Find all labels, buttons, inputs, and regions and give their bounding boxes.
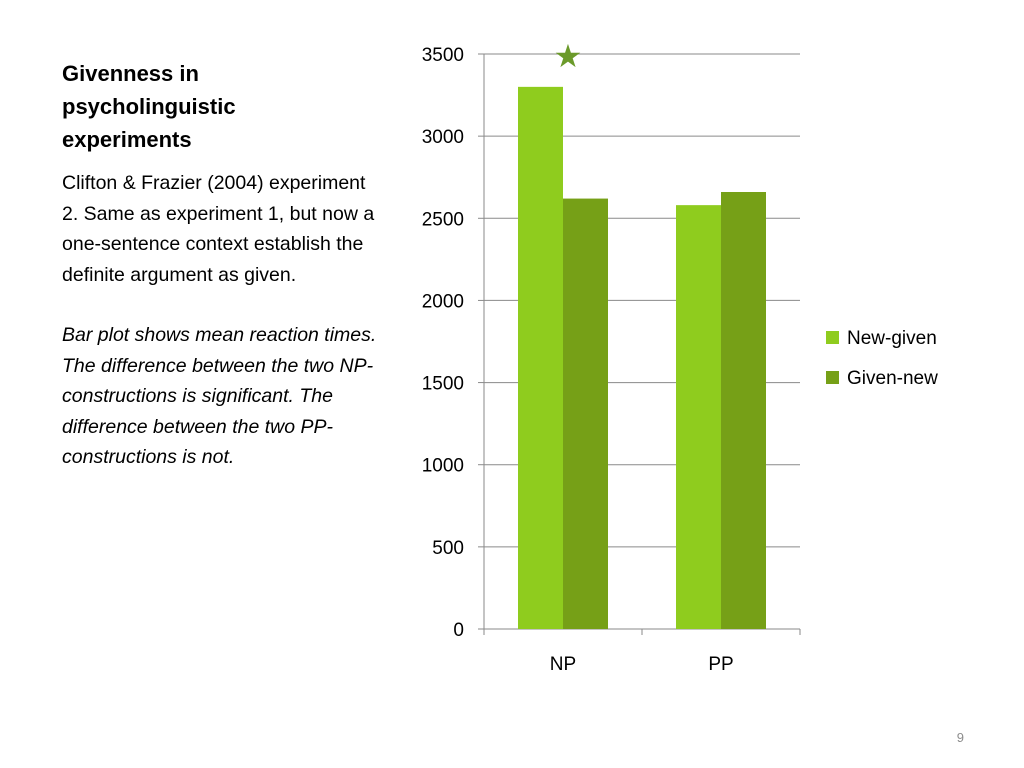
y-tick-label: 1000 <box>422 456 464 477</box>
y-tick-label: 0 <box>453 620 464 641</box>
star-icon: ★ <box>554 37 583 75</box>
y-tick-label: 500 <box>432 538 464 559</box>
x-tick-label: NP <box>550 654 576 675</box>
y-tick-label: 2000 <box>422 291 464 312</box>
y-tick-label: 3000 <box>422 127 464 148</box>
legend-label: Given-new <box>847 368 938 389</box>
y-tick-label: 2500 <box>422 209 464 230</box>
y-tick-label: 1500 <box>422 374 464 395</box>
page-number: 9 <box>957 730 964 745</box>
bar-given-new <box>563 199 608 629</box>
bar-new-given <box>676 205 721 629</box>
legend-label: New-given <box>847 328 937 349</box>
bar-given-new <box>721 192 766 629</box>
x-tick-label: PP <box>708 654 733 675</box>
bar-new-given <box>518 87 563 629</box>
legend-swatch <box>826 331 839 344</box>
bar-chart: 0 500 1000 1500 2000 2500 3000 3500 NP PP ★ New-giv… <box>0 0 1024 768</box>
y-tick-label: 3500 <box>422 45 464 66</box>
legend-swatch <box>826 371 839 384</box>
